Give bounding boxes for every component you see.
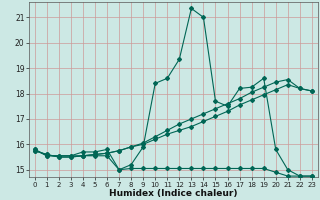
X-axis label: Humidex (Indice chaleur): Humidex (Indice chaleur) [109, 189, 237, 198]
